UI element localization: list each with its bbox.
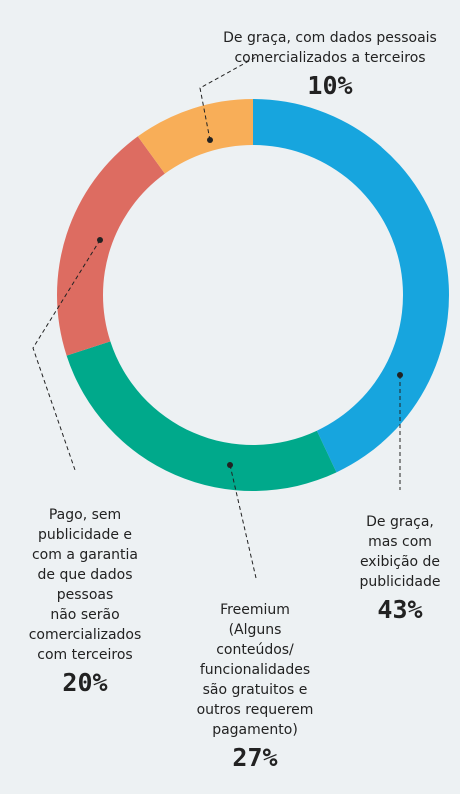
category-label: De graça, com dados pessoais comercializ…	[223, 30, 437, 66]
slice-label: De graça, mas com exibição de publicidad…	[340, 492, 460, 646]
value-label: 43%	[377, 595, 423, 624]
leader-line	[229, 464, 257, 579]
value-label: 20%	[62, 668, 108, 697]
donut-slice	[137, 99, 253, 174]
category-label: De graça, mas com exibição de publicidad…	[359, 514, 441, 590]
leader-dot	[97, 237, 103, 243]
leader-dot	[227, 462, 233, 468]
donut-slice	[66, 341, 337, 491]
category-label: Pago, sem publicidade e com a garantia d…	[28, 507, 142, 663]
slice-label: De graça, com dados pessoais comercializ…	[200, 8, 460, 122]
leader-dot	[397, 372, 403, 378]
slice-label: Freemium (Alguns conteúdos/ funcionalida…	[180, 580, 330, 794]
category-label: Freemium (Alguns conteúdos/ funcionalida…	[196, 602, 314, 738]
donut-slice	[56, 136, 165, 356]
chart	[32, 55, 449, 579]
leader-dot	[207, 137, 213, 143]
leader-line	[32, 239, 101, 471]
leader-line	[199, 55, 259, 141]
page: De graça, mas com exibição de publicidad…	[10, 8, 460, 772]
slice-label: Pago, sem publicidade e com a garantia d…	[10, 485, 160, 719]
donut-slice	[253, 99, 449, 473]
value-label: 10%	[307, 71, 353, 100]
slices	[56, 99, 449, 491]
value-label: 27%	[232, 743, 278, 772]
